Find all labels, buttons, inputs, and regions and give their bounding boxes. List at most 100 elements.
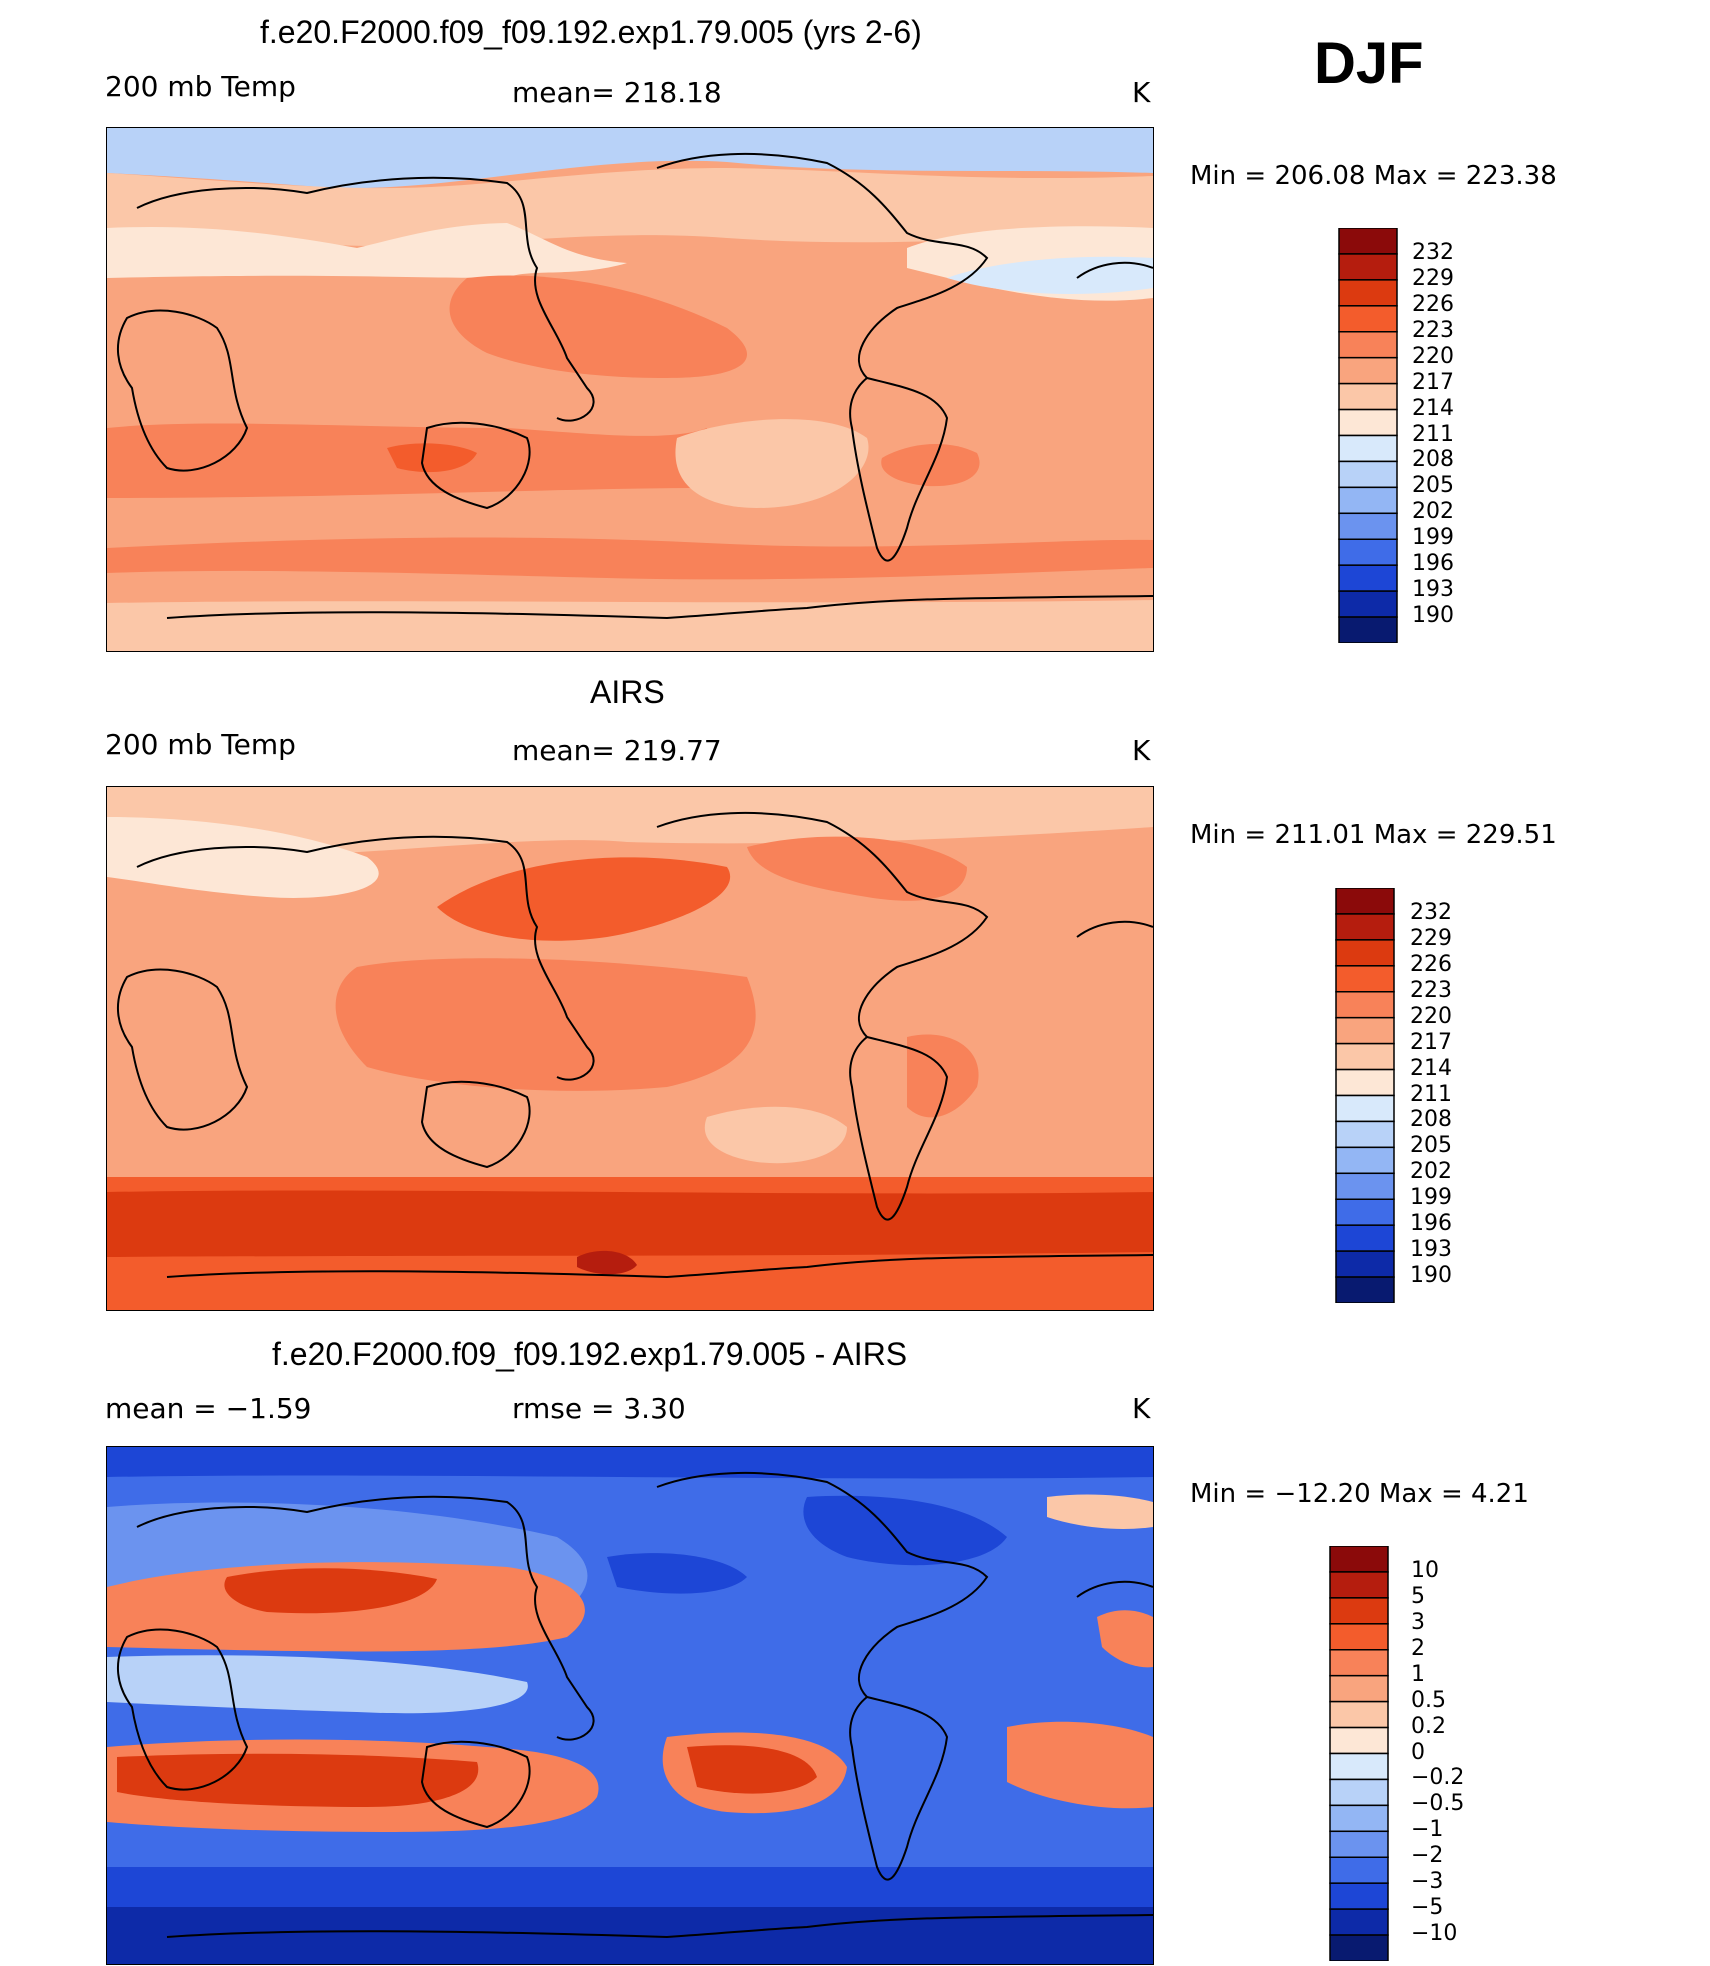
- panel2-colorbar: [1335, 887, 1395, 1304]
- colorbar-box: [1338, 227, 1398, 255]
- colorbar-tick-label: 220: [1412, 343, 1454, 369]
- colorbar-tick-label: −3: [1411, 1869, 1444, 1895]
- colorbar-box: [1335, 965, 1395, 993]
- coastlines: [116, 152, 1153, 620]
- panel1-colorbar: [1338, 227, 1398, 644]
- colorbar-tick-label: 208: [1412, 447, 1454, 473]
- colorbar-tick-label: 226: [1412, 291, 1454, 317]
- panel1-mean-label: mean= 218.18: [512, 76, 722, 109]
- panel2-map: [106, 786, 1154, 1311]
- panel1-units-label: K: [1132, 76, 1151, 109]
- colorbar-box: [1329, 1908, 1389, 1936]
- colorbar-box: [1335, 913, 1395, 941]
- warm-patch-australia: [387, 443, 477, 473]
- colorbar-box: [1329, 1649, 1389, 1677]
- colorbar-tick-label: 211: [1412, 421, 1454, 447]
- panel3-units-label: K: [1132, 1392, 1151, 1425]
- colorbar-box: [1329, 1778, 1389, 1807]
- colorbar-box: [1338, 253, 1398, 281]
- colorbar-tick-label: 2: [1411, 1635, 1425, 1661]
- colorbar-tick-label: −0.2: [1411, 1765, 1465, 1791]
- colorbar-box: [1338, 538, 1398, 566]
- panel1-map: [106, 127, 1154, 652]
- panel2-mean-label: mean= 219.77: [512, 734, 722, 767]
- colorbar-tick-label: 232: [1410, 899, 1452, 925]
- colorbar-box: [1329, 1623, 1389, 1651]
- colorbar-tick-label: 205: [1412, 473, 1454, 499]
- colorbar-tick-label: 202: [1412, 499, 1454, 525]
- colorbar-tick-label: 211: [1410, 1081, 1452, 1107]
- colorbar-tick-label: 208: [1410, 1107, 1452, 1133]
- colorbar-box: [1335, 1198, 1395, 1226]
- light-band-south: [107, 600, 1153, 651]
- colorbar-tick-label: 0.2: [1411, 1713, 1446, 1739]
- panel3-colorbar-boxes: [1329, 1545, 1389, 1962]
- colorbar-box: [1335, 1068, 1395, 1097]
- warm-patch-south-atlantic: [1007, 1721, 1153, 1809]
- hot-band-southern-ocean: [107, 1190, 1153, 1257]
- colorbar-tick-label: 190: [1410, 1263, 1452, 1289]
- colorbar-box: [1335, 1042, 1395, 1071]
- colorbar-box: [1335, 1120, 1395, 1149]
- colorbar-tick-label: 1: [1411, 1661, 1425, 1687]
- colorbar-box: [1335, 1146, 1395, 1175]
- colorbar-box: [1338, 279, 1398, 307]
- pale-band-north: [107, 223, 627, 278]
- colorbar-box: [1338, 512, 1398, 540]
- warm-patch-north-pacific: [437, 857, 731, 941]
- panel2-colorbar-boxes: [1335, 887, 1395, 1304]
- colorbar-box: [1338, 305, 1398, 333]
- colorbar-tick-label: 229: [1412, 265, 1454, 291]
- colorbar-tick-label: 223: [1412, 317, 1454, 343]
- warm-patch-north-america: [747, 836, 967, 901]
- panel3-map: [106, 1446, 1154, 1965]
- colorbar-tick-label: 193: [1412, 577, 1454, 603]
- coastlines: [116, 811, 1153, 1279]
- colorbar-box: [1335, 1094, 1395, 1123]
- colorbar-box: [1329, 1934, 1389, 1962]
- colorbar-tick-label: −0.5: [1411, 1791, 1465, 1817]
- colorbar-tick-label: 217: [1412, 369, 1454, 395]
- warm-band-antarctic: [107, 537, 1153, 580]
- hot-patch-south-pacific: [687, 1745, 817, 1794]
- colorbar-tick-label: 5: [1411, 1583, 1425, 1609]
- colorbar-tick-label: 193: [1410, 1237, 1452, 1263]
- hot-band-southern-africa-australia: [117, 1753, 479, 1807]
- colorbar-tick-label: 229: [1410, 925, 1452, 951]
- colorbar-box: [1335, 887, 1395, 915]
- dark-band-north: [107, 1447, 1153, 1479]
- colorbar-tick-label: −1: [1411, 1817, 1444, 1843]
- cold-patch-north-pacific: [607, 1553, 747, 1594]
- colorbar-tick-label: 205: [1410, 1133, 1452, 1159]
- colorbar-box: [1338, 331, 1398, 359]
- cold-patch-north-america: [803, 1495, 1007, 1566]
- colorbar-box: [1338, 434, 1398, 463]
- warm-patch-tropical-pacific: [335, 958, 756, 1091]
- colorbar-tick-label: 3: [1411, 1609, 1425, 1635]
- colorbar-box: [1329, 1752, 1389, 1781]
- warm-patch-north-atlantic: [1047, 1494, 1153, 1529]
- colorbar-box: [1335, 1224, 1395, 1252]
- light-band-north: [107, 168, 1153, 247]
- colorbar-tick-label: 199: [1410, 1185, 1452, 1211]
- colorbar-box: [1338, 616, 1398, 644]
- colorbar-box: [1335, 1276, 1395, 1304]
- colorbar-box: [1329, 1830, 1389, 1858]
- cool-band-north: [107, 128, 1153, 189]
- colorbar-box: [1338, 590, 1398, 618]
- panel2-title: AIRS: [590, 674, 665, 710]
- panel3-rmse-label: rmse = 3.30: [512, 1392, 686, 1425]
- colorbar-box: [1329, 1597, 1389, 1625]
- hot-patch-eurasia: [224, 1568, 437, 1614]
- panel2-minmax: Min = 211.01 Max = 229.51: [1190, 820, 1557, 850]
- panel2-units-label: K: [1132, 734, 1151, 767]
- panel3-colorbar: [1329, 1545, 1389, 1962]
- colorbar-tick-label: 0.5: [1411, 1687, 1446, 1713]
- colorbar-box: [1338, 486, 1398, 515]
- colorbar-tick-label: 220: [1410, 1003, 1452, 1029]
- colorbar-tick-label: 196: [1410, 1211, 1452, 1237]
- panel1-colorbar-boxes: [1338, 227, 1398, 644]
- colorbar-box: [1335, 1172, 1395, 1200]
- colorbar-box: [1338, 408, 1398, 437]
- panel3-minmax: Min = −12.20 Max = 4.21: [1190, 1479, 1529, 1509]
